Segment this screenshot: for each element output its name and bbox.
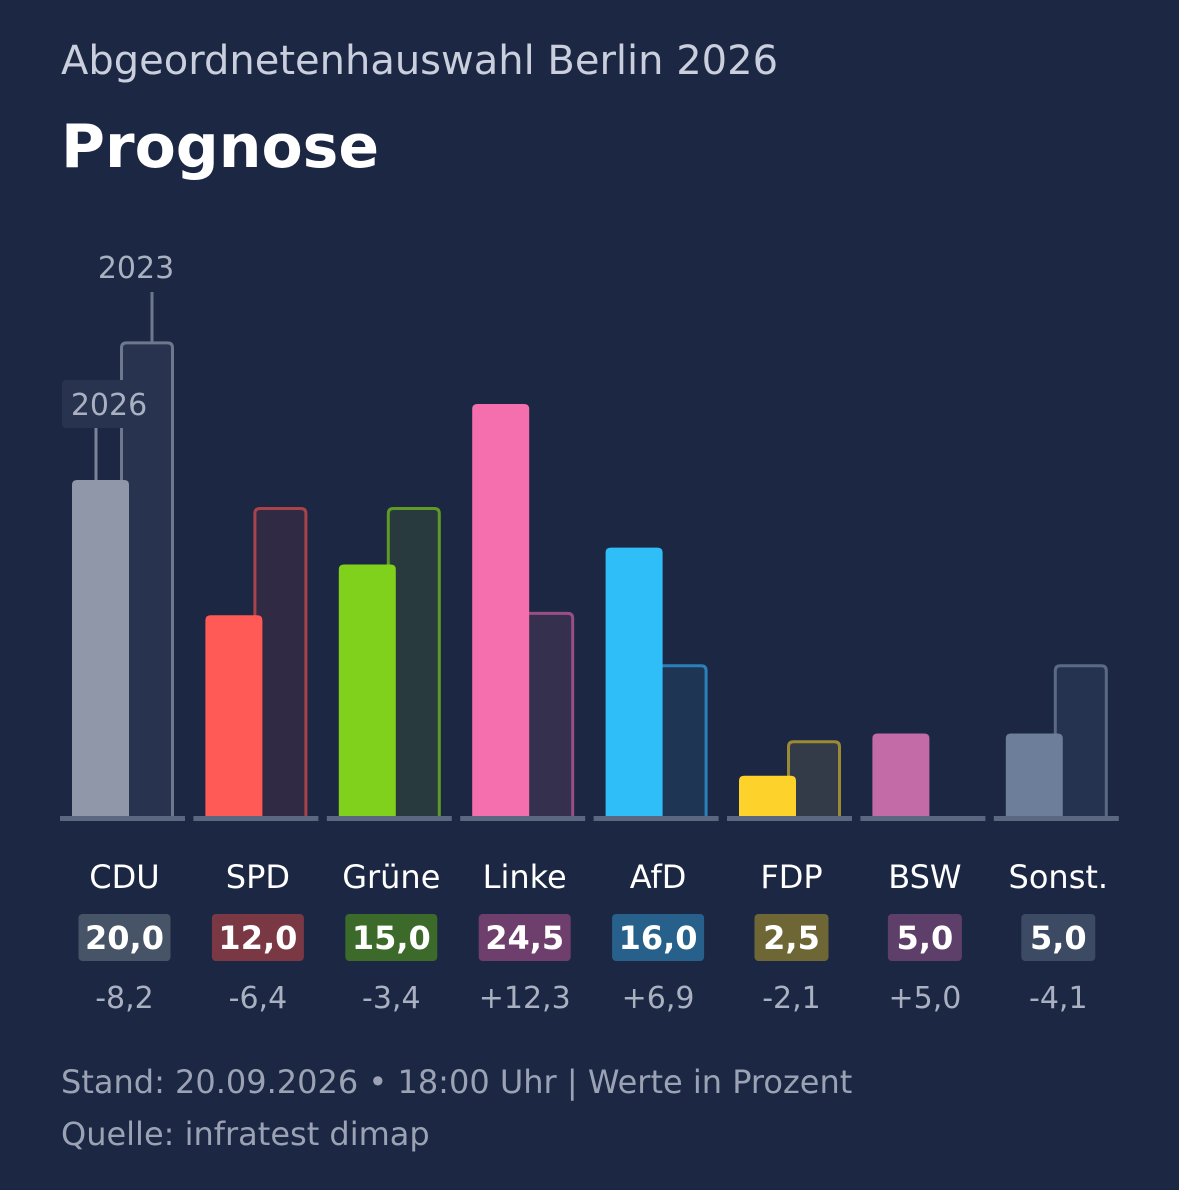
baseline-fdp bbox=[727, 816, 852, 821]
footer-source: Quelle: infratest dimap bbox=[61, 1115, 430, 1153]
annotation-2026-label: 2026 bbox=[71, 388, 147, 423]
annotation-2026-box bbox=[62, 380, 157, 428]
value-label-spd: 12,0 bbox=[218, 919, 297, 957]
baseline-layer bbox=[60, 816, 1119, 821]
baseline-cdu bbox=[60, 816, 185, 821]
footer-stand: Stand: 20.09.2026 • 18:00 Uhr | Werte in… bbox=[61, 1063, 853, 1101]
chart-title: Prognose bbox=[61, 112, 380, 182]
value-label-fdp: 2,5 bbox=[763, 919, 820, 957]
value-badge-spd bbox=[211, 914, 304, 961]
annotation-2026-leader bbox=[94, 428, 98, 480]
bar-chart: CDU 20,0 -8,2 SPD 12,0 -6,4 Grüne 15,0 -3,4 Linke… bbox=[60, 251, 1119, 1016]
baseline-linke bbox=[460, 816, 586, 821]
bars-layer bbox=[72, 341, 1108, 820]
bar-2023-cdu bbox=[120, 341, 174, 820]
bar-2026-sonst bbox=[1005, 733, 1063, 818]
bar-2026-cdu bbox=[72, 480, 129, 818]
diff-label-bsw: +5,0 bbox=[888, 981, 961, 1016]
category-label-sonst: Sonst. bbox=[1009, 858, 1109, 896]
category-label-linke: Linke bbox=[483, 858, 567, 896]
value-label-cdu: 20,0 bbox=[85, 919, 164, 957]
category-label-cdu: CDU bbox=[89, 858, 159, 896]
value-badge-linke bbox=[478, 914, 571, 961]
value-badge-sonst bbox=[1021, 914, 1096, 961]
bar-2023-afd bbox=[653, 664, 708, 820]
diff-label-cdu: -8,2 bbox=[95, 981, 154, 1016]
baseline-spd bbox=[193, 816, 319, 821]
bar-2023-fdp bbox=[787, 740, 841, 820]
baseline-sonst bbox=[993, 816, 1119, 821]
bar-2026-afd bbox=[605, 547, 663, 818]
category-label-afd: AfD bbox=[630, 858, 687, 896]
annotation-layer: 2023 2026 bbox=[62, 251, 174, 480]
diff-label-afd: +6,9 bbox=[622, 981, 695, 1016]
chart-subtitle: Abgeordnetenhauswahl Berlin 2026 bbox=[61, 38, 779, 84]
value-label-grne: 15,0 bbox=[352, 919, 431, 957]
category-label-spd: SPD bbox=[226, 858, 290, 896]
diff-label-grne: -3,4 bbox=[362, 981, 421, 1016]
category-label-fdp: FDP bbox=[760, 858, 822, 896]
value-label-linke: 24,5 bbox=[485, 919, 564, 957]
value-badge-afd bbox=[612, 914, 705, 961]
bar-2026-fdp bbox=[739, 775, 796, 818]
bar-2023-spd bbox=[253, 507, 308, 820]
value-badge-cdu bbox=[78, 914, 171, 961]
annotation-2023-leader bbox=[150, 292, 154, 342]
category-label-grne: Grüne bbox=[342, 858, 440, 896]
baseline-grne bbox=[326, 816, 452, 821]
diff-label-sonst: -4,1 bbox=[1029, 981, 1088, 1016]
diff-label-linke: +12,3 bbox=[479, 981, 571, 1016]
category-label-bsw: BSW bbox=[888, 858, 961, 896]
baseline-afd bbox=[593, 816, 719, 821]
bar-2026-bsw bbox=[872, 733, 930, 818]
bar-2023-grne bbox=[386, 507, 441, 820]
baseline-bsw bbox=[860, 816, 986, 821]
annotation-2023-label: 2023 bbox=[98, 251, 174, 286]
value-label-sonst: 5,0 bbox=[1030, 919, 1087, 957]
bar-2023-sonst bbox=[1053, 664, 1108, 820]
value-badge-fdp bbox=[754, 914, 829, 961]
value-label-afd: 16,0 bbox=[619, 919, 698, 957]
value-label-bsw: 5,0 bbox=[897, 919, 954, 957]
value-badge-bsw bbox=[887, 914, 962, 961]
diff-label-fdp: -2,1 bbox=[762, 981, 821, 1016]
bar-2023-linke bbox=[520, 611, 575, 820]
bar-2026-spd bbox=[205, 615, 263, 818]
labels-layer: CDU 20,0 -8,2 SPD 12,0 -6,4 Grüne 15,0 -3,4 Linke… bbox=[78, 858, 1109, 1016]
value-badge-grne bbox=[345, 914, 438, 961]
bar-2026-grne bbox=[338, 564, 396, 818]
diff-label-spd: -6,4 bbox=[229, 981, 288, 1016]
bar-2026-linke bbox=[472, 403, 530, 818]
